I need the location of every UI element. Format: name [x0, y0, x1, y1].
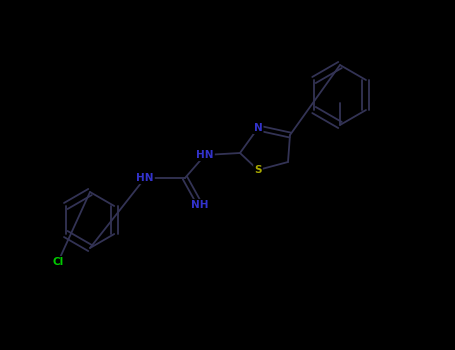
Text: HN: HN — [136, 173, 154, 183]
Text: S: S — [254, 165, 262, 175]
Text: NH: NH — [191, 200, 209, 210]
Text: HN: HN — [196, 150, 214, 160]
Text: Cl: Cl — [52, 257, 64, 267]
Text: N: N — [253, 123, 263, 133]
